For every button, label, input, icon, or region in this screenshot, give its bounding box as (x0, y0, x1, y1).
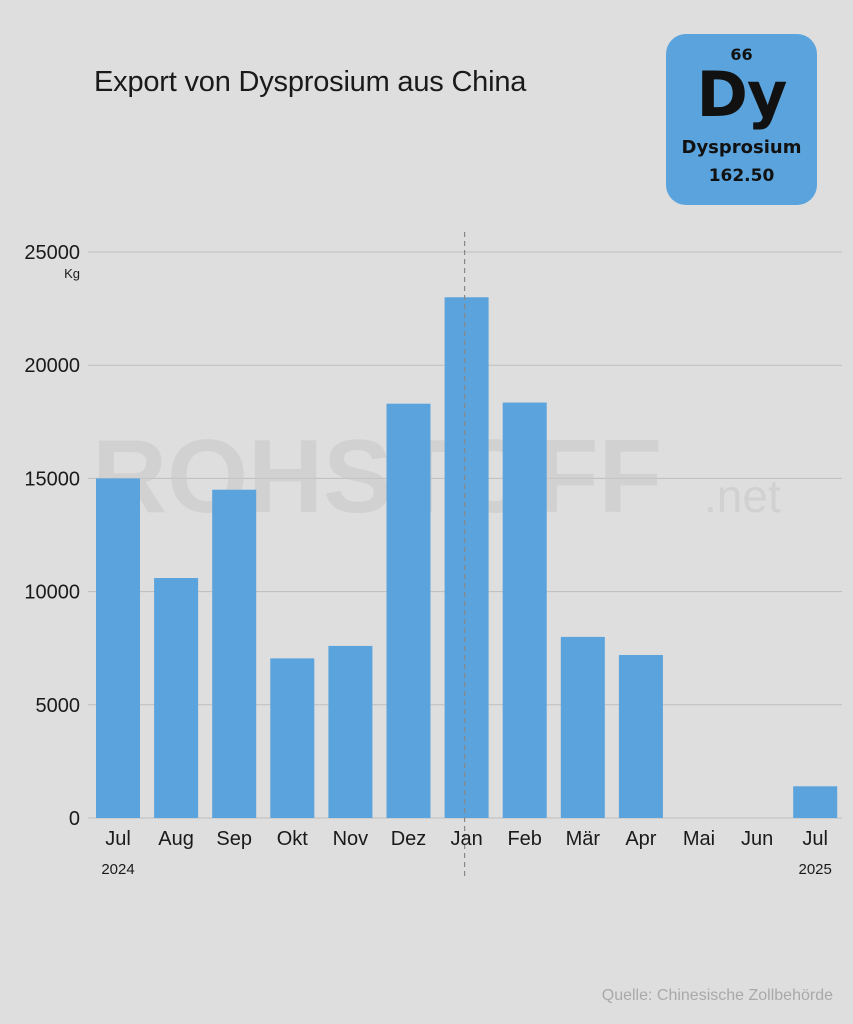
x-tick-label: Apr (625, 828, 656, 850)
y-tick-label: 20000 (24, 355, 80, 377)
x-tick-label: Mär (566, 828, 601, 850)
bar (560, 636, 605, 818)
x-tick-label: Nov (333, 828, 369, 850)
bar (793, 786, 838, 818)
bar (502, 402, 547, 818)
bar (154, 578, 199, 818)
atomic-number: 66 (730, 45, 753, 64)
bar (444, 297, 489, 818)
y-tick-label: 5000 (36, 695, 81, 717)
element-name: Dysprosium (681, 137, 802, 158)
y-tick-label: 0 (69, 808, 80, 830)
periodic-element-card: 66 Dy Dysprosium 162.50 (666, 34, 817, 205)
x-tick-label: Aug (158, 828, 194, 850)
y-tick-label: 15000 (24, 468, 80, 490)
y-axis-unit: Kg (64, 266, 80, 281)
source-note: Quelle: Chinesische Zollbehörde (601, 987, 833, 1004)
bar (270, 658, 315, 818)
bars (96, 297, 838, 818)
year-label: 2025 (799, 861, 832, 878)
x-tick-label: Jun (741, 828, 773, 850)
x-tick-label: Dez (391, 828, 427, 850)
bar (212, 489, 257, 818)
x-tick-label: Jul (802, 828, 828, 850)
x-tick-label: Sep (216, 828, 252, 850)
x-tick-label: Mai (683, 828, 715, 850)
bar (96, 478, 140, 818)
x-tick-label: Okt (277, 828, 309, 850)
bar (386, 403, 431, 818)
x-tick-label: Jan (450, 828, 482, 850)
watermark: ROHSTOFF .net (92, 419, 781, 535)
x-axis-ticks: Jul Aug Sep Okt Nov Dez Jan Feb Mär Apr Mai Jun Jul (105, 828, 828, 850)
x-tick-label: Feb (507, 828, 541, 850)
watermark-suffix: .net (704, 470, 781, 522)
atomic-mass: 162.50 (708, 166, 775, 186)
bar (328, 645, 373, 818)
y-tick-label: 25000 (24, 242, 80, 264)
y-axis-ticks: 0 5000 10000 15000 20000 25000 (24, 242, 80, 830)
chart-title: Export von Dysprosium aus China (94, 66, 527, 98)
bar (618, 654, 663, 818)
y-tick-label: 10000 (24, 582, 80, 604)
year-labels: 2024 2025 (101, 861, 832, 878)
watermark-main: ROHSTOFF (92, 419, 662, 535)
element-symbol: Dy (696, 58, 788, 131)
x-tick-label: Jul (105, 828, 131, 850)
year-label: 2024 (101, 861, 134, 878)
